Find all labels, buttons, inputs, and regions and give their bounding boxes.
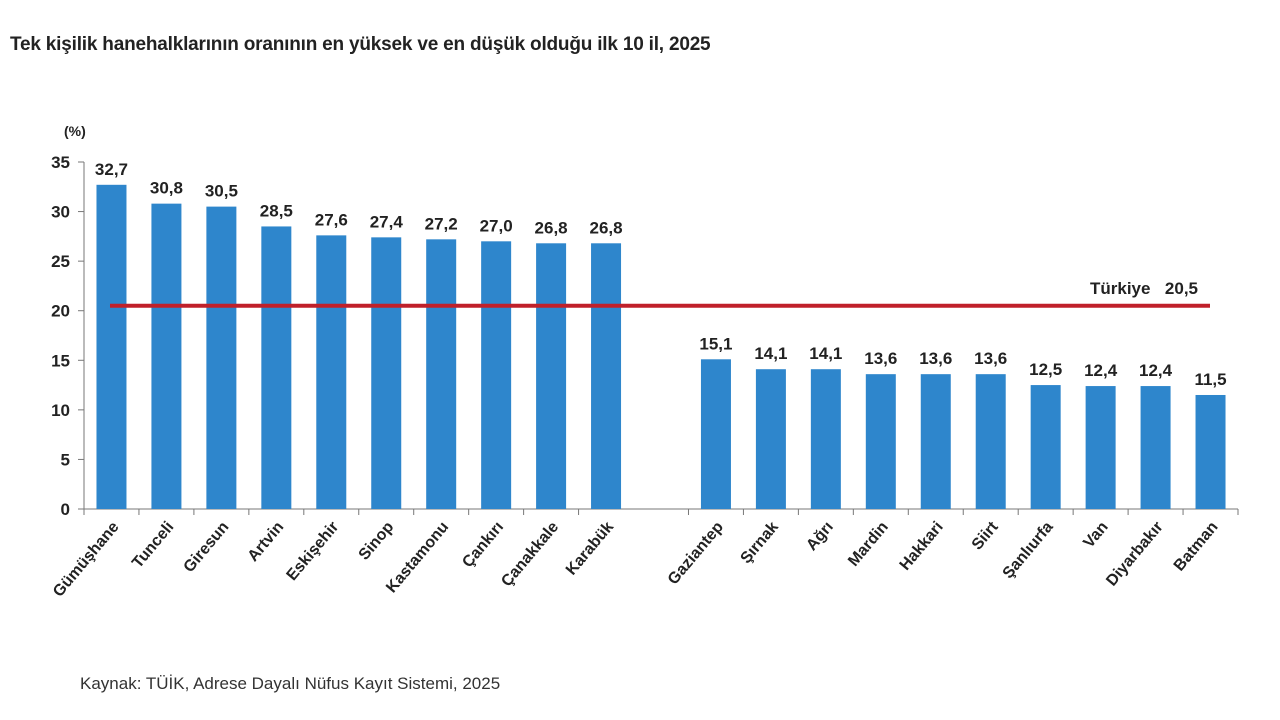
reference-line-value: 20,5	[1165, 279, 1198, 298]
reference-line-label: Türkiye	[1090, 279, 1150, 298]
data-label: 15,1	[699, 334, 732, 353]
y-tick-label: 10	[51, 401, 70, 420]
y-tick-label: 5	[61, 450, 70, 469]
data-label: 12,4	[1139, 361, 1173, 380]
y-tick-label: 25	[51, 252, 70, 271]
bar	[536, 243, 567, 509]
data-label: 26,8	[535, 218, 568, 237]
y-tick-label: 0	[61, 500, 70, 519]
data-label: 11,5	[1194, 370, 1226, 389]
data-label: 13,6	[974, 349, 1007, 368]
category-label: Gaziantep	[665, 518, 727, 588]
data-label: 28,5	[260, 201, 293, 220]
category-label: Ağrı	[803, 519, 837, 554]
bar	[920, 374, 951, 509]
bar	[1140, 386, 1171, 509]
category-label: Batman	[1171, 519, 1222, 575]
category-label: Mardin	[845, 519, 892, 570]
bar	[371, 237, 402, 509]
bar	[591, 243, 622, 509]
y-unit-label: (%)	[64, 123, 86, 139]
data-label: 27,2	[425, 214, 458, 233]
source-note: Kaynak: TÜİK, Adrese Dayalı Nüfus Kayıt …	[80, 674, 501, 693]
category-label: Çanakkale	[498, 519, 562, 591]
bar	[865, 374, 896, 509]
y-tick-label: 15	[51, 351, 70, 370]
bar	[1085, 386, 1116, 509]
y-tick-label: 35	[51, 153, 70, 172]
category-label: Artvin	[245, 519, 288, 565]
bar	[426, 239, 457, 509]
bar	[700, 359, 731, 509]
data-label: 26,8	[590, 218, 623, 237]
bar	[810, 369, 841, 509]
category-label: Hakkari	[897, 519, 947, 574]
category-label: Şanlıurfa	[1000, 519, 1057, 582]
category-label: Tunceli	[129, 519, 177, 572]
category-label: Siirt	[969, 518, 1002, 553]
category-label: Karabük	[563, 519, 617, 579]
y-tick-label: 30	[51, 203, 70, 222]
bar	[316, 235, 347, 509]
chart-title: Tek kişilik hanehalklarının oranının en …	[10, 34, 711, 55]
bar	[975, 374, 1006, 509]
category-label: Şırnak	[737, 519, 782, 567]
bar	[1195, 394, 1226, 509]
data-label: 13,6	[919, 349, 952, 368]
data-label: 30,8	[150, 179, 183, 198]
category-label: Gümüşhane	[50, 519, 123, 601]
data-label: 27,6	[315, 210, 348, 229]
bar	[1030, 385, 1061, 509]
data-label: 30,5	[205, 182, 238, 201]
bar	[481, 241, 512, 510]
data-label: 12,4	[1084, 361, 1118, 380]
data-label: 27,4	[370, 212, 404, 231]
data-label: 27,0	[480, 216, 513, 235]
y-tick-label: 20	[51, 302, 70, 321]
data-label: 12,5	[1029, 360, 1062, 379]
data-label: 14,1	[809, 344, 842, 363]
data-label: 32,7	[95, 160, 128, 179]
bar	[96, 184, 127, 509]
data-label: 14,1	[754, 344, 787, 363]
data-label: 13,6	[864, 349, 897, 368]
bar	[206, 206, 237, 509]
category-label: Çankırı	[459, 519, 507, 571]
bar	[151, 203, 182, 509]
bar	[261, 226, 292, 509]
category-label: Giresun	[181, 519, 233, 576]
category-label: Eskişehir	[284, 519, 343, 584]
bar	[755, 369, 786, 509]
category-label: Sinop	[356, 518, 398, 563]
category-label: Diyarbakır	[1103, 519, 1166, 590]
category-label: Van	[1080, 519, 1111, 552]
